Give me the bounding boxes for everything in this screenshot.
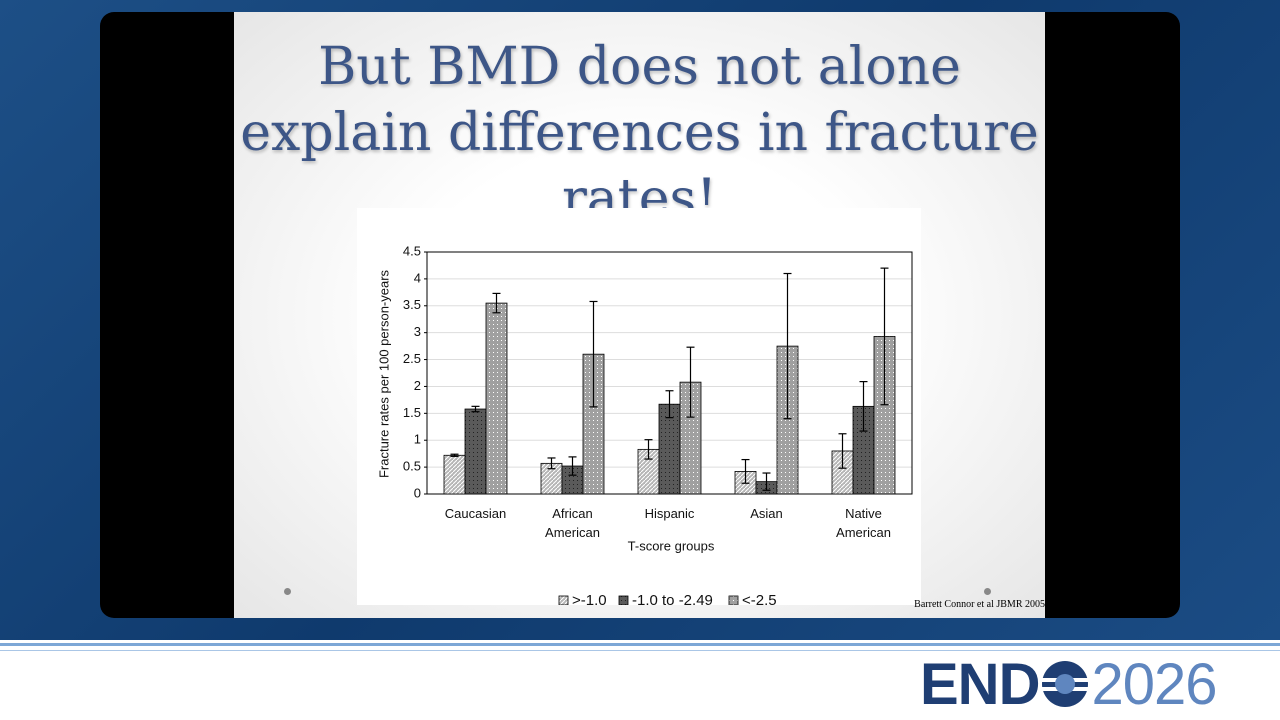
divider [0,643,1280,646]
y-axis-title: Fracture rates per 100 person-years [376,269,391,478]
y-tick-label: 3.5 [403,297,421,312]
logo: END 2026 [920,651,1218,717]
y-tick-label: 1.5 [403,405,421,420]
y-tick-label: 0.5 [403,459,421,474]
legend-label: <-2.5 [742,592,777,605]
y-tick-label: 4.5 [403,243,421,258]
error-bar [547,457,556,470]
error-bar [762,472,771,491]
divider [0,650,1280,651]
error-bar [492,292,501,314]
logo-text: 2026 [1091,651,1217,717]
slide-dot [984,588,991,595]
error-bar [741,458,750,484]
y-tick-label: 1 [414,432,421,447]
legend-swatch [618,595,629,605]
x-tick-label: Caucasian [444,506,507,521]
y-tick-label: 0 [414,485,421,500]
y-tick-label: 2 [414,378,421,393]
x-tick-label: Native American [836,506,891,540]
error-bar [568,456,577,476]
bar [464,408,487,495]
chart-area: Fracture rates per 100 person-years T-sc… [357,208,921,605]
bar [485,302,508,495]
bar [443,454,466,495]
legend-swatch [728,595,739,605]
legend-swatch [558,595,569,605]
x-tick-label: Hispanic [644,506,695,521]
x-tick-label: Asian [750,506,783,521]
error-bar [859,381,868,432]
error-bar [783,272,792,420]
y-tick-label: 3 [414,324,421,339]
error-bar [838,433,847,469]
logo-text: END [920,651,1040,717]
error-bar [450,453,459,457]
citation: Barrett Connor et al JBMR 2005 [914,599,1045,610]
error-bar [880,267,889,406]
legend-label: >-1.0 [572,592,607,605]
error-bar [644,439,653,460]
chart: Fracture rates per 100 person-years T-sc… [376,243,913,605]
legend-label: -1.0 to -2.49 [632,592,713,605]
error-bar [686,346,695,418]
slide-title: But BMD does not alone explain differenc… [240,37,1039,229]
y-tick-label: 2.5 [403,351,421,366]
error-bar [589,300,598,408]
y-tick-label: 4 [414,270,421,285]
slide: But BMD does not alone explain differenc… [234,12,1045,618]
logo-globe [1039,661,1092,707]
x-axis-title: T-score groups [628,538,715,553]
slide-dot [284,588,291,595]
error-bar [665,390,674,419]
error-bar [471,405,480,413]
x-tick-label: African American [545,506,600,540]
